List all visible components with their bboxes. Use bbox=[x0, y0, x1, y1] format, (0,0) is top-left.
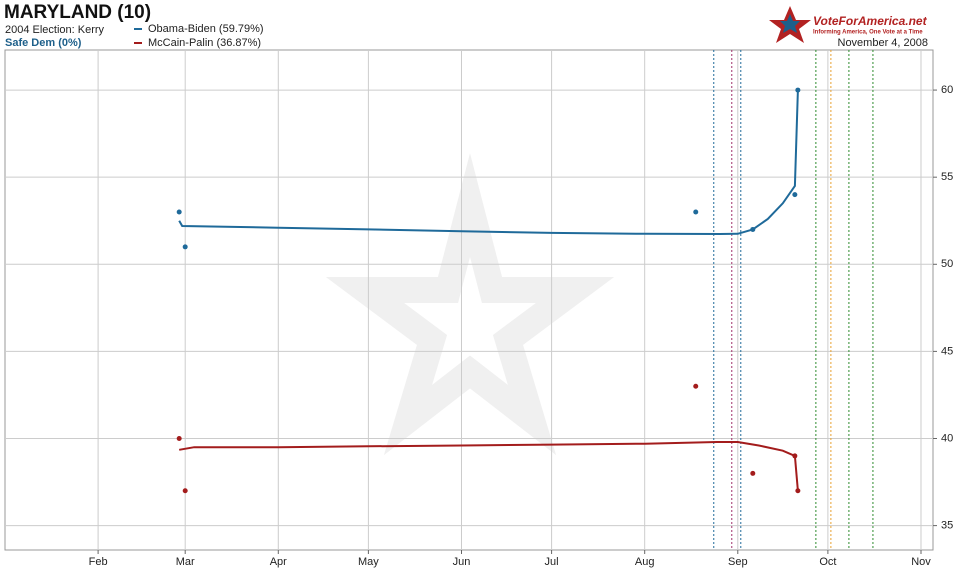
y-tick-label: 60 bbox=[941, 84, 953, 96]
poll-point bbox=[792, 453, 798, 459]
date: November 4, 2008 bbox=[838, 37, 929, 49]
y-tick-label: 55 bbox=[941, 171, 953, 183]
poll-point bbox=[182, 488, 188, 494]
watermark bbox=[325, 153, 615, 456]
trend-line bbox=[179, 441, 799, 491]
poll-point bbox=[693, 209, 699, 215]
poll-point bbox=[750, 226, 756, 232]
poll-point bbox=[176, 209, 182, 215]
x-tick-label: Feb bbox=[89, 556, 108, 568]
plot-area bbox=[4, 49, 934, 551]
logo-star-inner bbox=[780, 14, 800, 33]
y-tick-label: 45 bbox=[941, 345, 953, 357]
x-tick-label: Sep bbox=[728, 556, 748, 568]
y-tick-label: 50 bbox=[941, 258, 953, 270]
y-tick-label: 35 bbox=[941, 520, 953, 532]
x-tick-label: May bbox=[358, 556, 379, 568]
trend-line bbox=[178, 90, 799, 236]
logo-text: VoteForAmerica.net bbox=[813, 14, 928, 28]
poll-point bbox=[182, 244, 188, 250]
poll-point bbox=[795, 87, 801, 93]
poll-point bbox=[176, 436, 182, 442]
info: 2004 Election: Kerry bbox=[5, 24, 105, 36]
logo-tagline: Informing America, One Vote at a Time bbox=[813, 30, 923, 36]
x-tick-label: Mar bbox=[176, 556, 195, 568]
x-tick-label: Nov bbox=[911, 556, 931, 568]
y-tick-label: 40 bbox=[941, 432, 953, 444]
poll-point bbox=[795, 488, 801, 494]
poll-point bbox=[750, 470, 756, 476]
x-tick-label: Jul bbox=[545, 556, 559, 568]
x-tick-label: Apr bbox=[270, 556, 287, 568]
legend-label: McCain-Palin (36.87%) bbox=[148, 37, 261, 49]
poll-point bbox=[693, 383, 699, 389]
x-tick-label: Jun bbox=[453, 556, 471, 568]
poll-point bbox=[792, 192, 798, 198]
chart-title: MARYLAND (10) bbox=[4, 2, 151, 23]
x-tick-label: Aug bbox=[635, 556, 655, 568]
x-tick-label: Oct bbox=[819, 556, 836, 568]
info: Safe Dem (0%) bbox=[5, 37, 82, 49]
legend-label: Obama-Biden (59.79%) bbox=[148, 23, 264, 35]
